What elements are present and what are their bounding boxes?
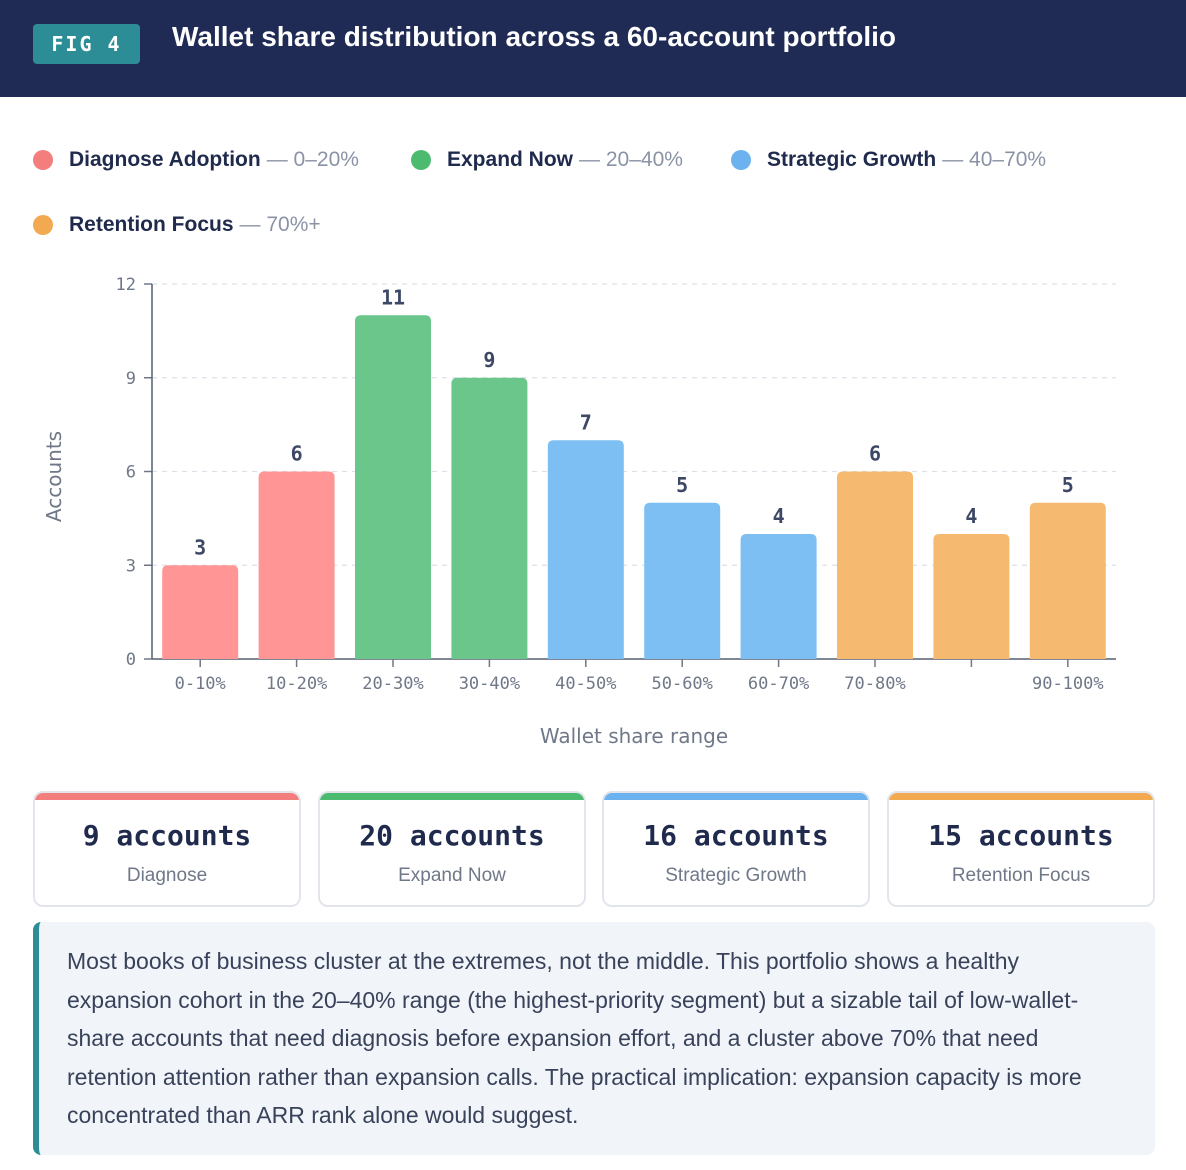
- bar-value-label: 6: [291, 442, 303, 466]
- bar-value-label: 6: [869, 442, 881, 466]
- bar: [933, 534, 1010, 659]
- card-count: 15 accounts: [928, 819, 1114, 852]
- legend-item-retention-focus: Retention Focus — 70%+: [33, 213, 321, 237]
- y-tick-label: 9: [126, 369, 136, 389]
- card-accent-bar: [889, 793, 1153, 800]
- bar-value-label: 3: [194, 535, 206, 559]
- x-tick-label: 60-70%: [748, 674, 809, 694]
- card-label: Diagnose: [126, 865, 208, 886]
- legend-dot-icon: [731, 150, 751, 170]
- x-tick-label: 50-60%: [651, 674, 712, 694]
- y-tick-label: 3: [126, 556, 136, 576]
- y-tick-label: 0: [126, 650, 136, 670]
- card-label: Expand Now: [398, 865, 506, 886]
- card-count: 20 accounts: [359, 819, 545, 852]
- y-tick-label: 6: [126, 463, 136, 483]
- x-tick-label: 70-80%: [844, 674, 905, 694]
- bar-value-label: 4: [965, 504, 977, 528]
- bar-value-label: 9: [483, 348, 495, 372]
- summary-card-expand-now: 20 accounts Expand Now: [318, 791, 586, 907]
- legend-dot-icon: [33, 150, 53, 170]
- legend-name: Expand Now: [447, 148, 574, 171]
- card-count: 16 accounts: [643, 819, 829, 852]
- bar: [740, 534, 817, 659]
- card-accent-bar: [320, 793, 584, 800]
- summary-card-strategic-growth: 16 accounts Strategic Growth: [602, 791, 870, 907]
- x-tick-label: 10-20%: [266, 674, 327, 694]
- legend-range: — 0–20%: [266, 148, 359, 171]
- legend-dot-icon: [411, 150, 431, 170]
- figure-badge: FIG 4: [33, 24, 140, 64]
- legend-name: Strategic Growth: [767, 148, 937, 171]
- summary-card-retention-focus: 15 accounts Retention Focus: [887, 791, 1155, 907]
- legend-item-expand-now: Expand Now — 20–40%: [411, 148, 683, 172]
- summary-card-diagnose: 9 accounts Diagnose: [33, 791, 301, 907]
- legend-range: — 70%+: [239, 213, 321, 236]
- bar: [162, 565, 239, 659]
- legend-range: — 40–70%: [942, 148, 1047, 171]
- card-label: Retention Focus: [951, 865, 1091, 886]
- x-axis-title: Wallet share range: [540, 724, 728, 748]
- legend-dot-icon: [33, 215, 53, 235]
- figure-header: FIG 4 Wallet share distribution across a…: [0, 0, 1186, 97]
- bar: [547, 440, 624, 659]
- bar: [837, 471, 913, 659]
- bar-value-label: 5: [1062, 473, 1074, 497]
- bar: [451, 377, 528, 659]
- bar: [355, 315, 431, 659]
- legend-item-diagnose-adoption: Diagnose Adoption — 0–20%: [33, 148, 359, 172]
- card-count: 9 accounts: [82, 819, 252, 852]
- legend-item-strategic-growth: Strategic Growth — 40–70%: [731, 148, 1046, 172]
- insight-callout: Most books of business cluster at the ex…: [33, 922, 1155, 1155]
- figure-title: Wallet share distribution across a 60-ac…: [172, 21, 896, 52]
- legend-name: Diagnose Adoption: [69, 148, 261, 171]
- bar: [258, 471, 335, 659]
- x-tick-label: 0-10%: [175, 674, 226, 694]
- bar-value-label: 11: [381, 285, 405, 309]
- card-accent-bar: [35, 793, 299, 800]
- x-tick-label: 20-30%: [362, 674, 423, 694]
- x-tick-label: 40-50%: [555, 674, 616, 694]
- x-tick-label: 90-100%: [1032, 674, 1104, 694]
- card-label: Strategic Growth: [665, 865, 807, 886]
- bar: [644, 502, 721, 659]
- legend-range: — 20–40%: [579, 148, 683, 171]
- wallet-share-bar-chart: 0 3 6 9 12 3 0-10% 6 10-20% 11 20-30% 9 30-40% 7 40-50…: [42, 275, 1116, 748]
- card-accent-bar: [604, 793, 868, 800]
- y-tick-label: 12: [116, 275, 136, 295]
- legend-name: Retention Focus: [69, 213, 234, 236]
- y-axis-title: Accounts: [42, 431, 66, 522]
- bar-value-label: 5: [676, 473, 688, 497]
- bar-value-label: 7: [580, 410, 592, 434]
- bar-value-label: 4: [773, 504, 785, 528]
- bar: [1029, 502, 1106, 659]
- x-tick-label: 30-40%: [459, 674, 520, 694]
